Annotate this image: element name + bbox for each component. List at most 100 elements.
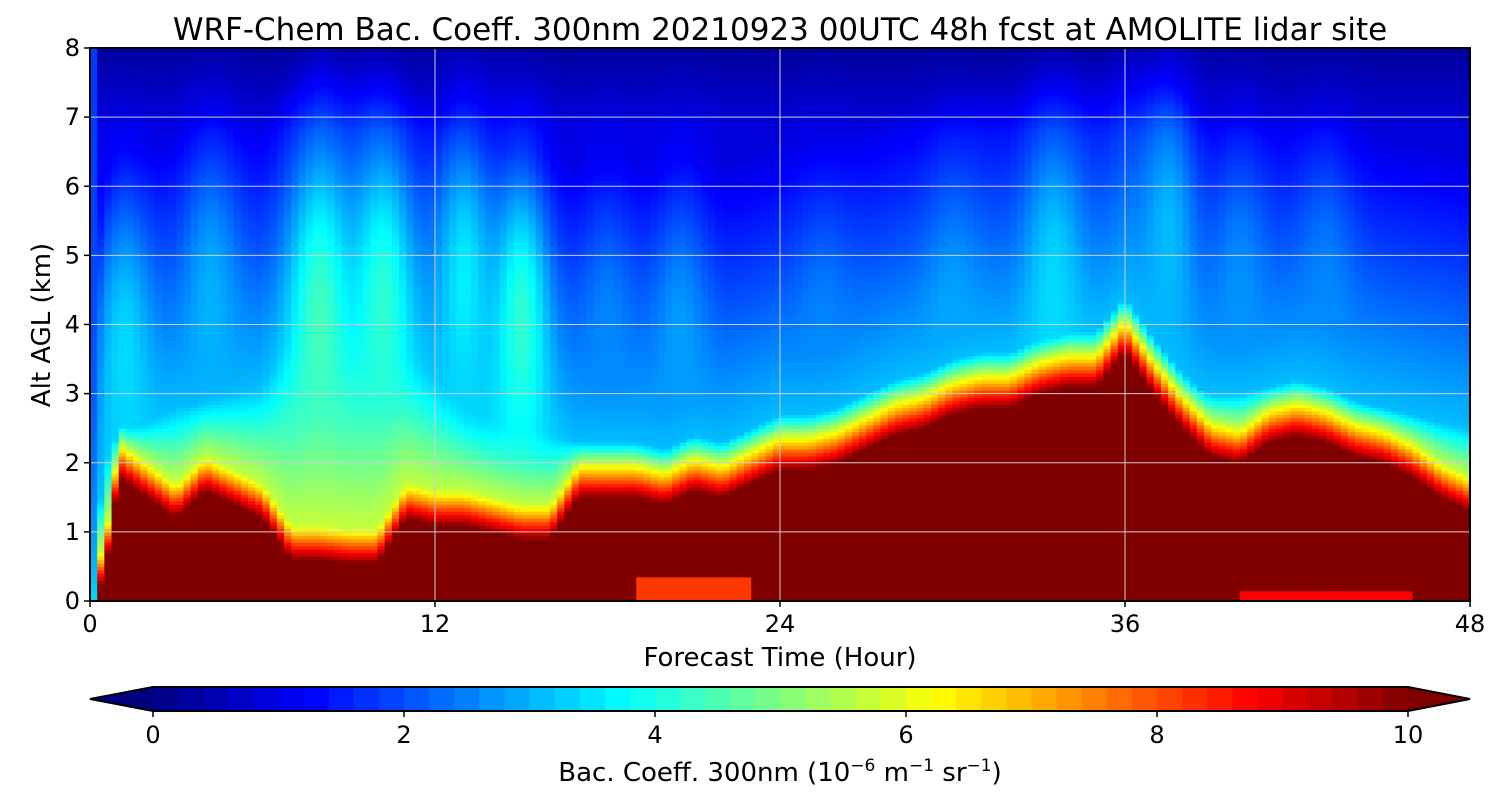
- heatmap-cell: [133, 532, 141, 536]
- heatmap-cell: [104, 228, 112, 232]
- heatmap-cell: [119, 172, 127, 176]
- heatmap-cell: [126, 179, 134, 183]
- heatmap-cell: [104, 307, 112, 311]
- heatmap-cell: [97, 584, 105, 588]
- heatmap-cell: [133, 62, 141, 66]
- heatmap-cell: [126, 58, 134, 62]
- heatmap-cell: [119, 539, 127, 543]
- heatmap-cell: [140, 190, 148, 194]
- heatmap-cell: [126, 363, 134, 367]
- heatmap-cell: [112, 556, 120, 560]
- heatmap-cell: [140, 577, 148, 581]
- heatmap-cell: [126, 300, 134, 304]
- heatmap-cell: [119, 494, 127, 498]
- heatmap-cell: [104, 411, 112, 415]
- heatmap-cell: [112, 325, 120, 329]
- heatmap-cell: [90, 566, 98, 570]
- heatmap-cell: [133, 269, 141, 273]
- heatmap-cell: [140, 407, 148, 411]
- heatmap-cell: [90, 186, 98, 190]
- heatmap-cell: [90, 594, 98, 598]
- heatmap-cell: [126, 473, 134, 477]
- heatmap-cell: [97, 242, 105, 246]
- heatmap-cell: [140, 297, 148, 301]
- heatmap-cell: [90, 103, 98, 107]
- heatmap-cell: [90, 197, 98, 201]
- heatmap-cell: [140, 345, 148, 349]
- heatmap-cell: [133, 79, 141, 83]
- heatmap-cell: [104, 311, 112, 315]
- heatmap-cell: [140, 418, 148, 422]
- heatmap-cell: [148, 86, 156, 90]
- heatmap-cell: [133, 255, 141, 259]
- heatmap-cell: [119, 214, 127, 218]
- heatmap-cell: [140, 197, 148, 201]
- heatmap-cell: [112, 584, 120, 588]
- heatmap-cell: [140, 117, 148, 121]
- heatmap-cell: [133, 235, 141, 239]
- heatmap-cell: [97, 573, 105, 577]
- heatmap-cell: [140, 242, 148, 246]
- heatmap-cell: [148, 456, 156, 460]
- heatmap-cell: [140, 214, 148, 218]
- heatmap-cell: [119, 186, 127, 190]
- heatmap-cell: [104, 338, 112, 342]
- heatmap-cell: [126, 186, 134, 190]
- heatmap-cell: [133, 273, 141, 277]
- heatmap-cell: [97, 283, 105, 287]
- heatmap-cell: [90, 318, 98, 322]
- heatmap-cell: [112, 511, 120, 515]
- heatmap-cell: [119, 518, 127, 522]
- heatmap-cell: [112, 228, 120, 232]
- heatmap-cell: [119, 501, 127, 505]
- heatmap-cell: [97, 577, 105, 581]
- heatmap-cell: [104, 124, 112, 128]
- heatmap-cell: [133, 522, 141, 526]
- heatmap-cell: [148, 418, 156, 422]
- heatmap-cell: [90, 69, 98, 73]
- heatmap-cell: [140, 383, 148, 387]
- heatmap-cell: [90, 463, 98, 467]
- heatmap-cell: [140, 522, 148, 526]
- heatmap-cell: [148, 300, 156, 304]
- heatmap-cell: [97, 58, 105, 62]
- heatmap-cell: [140, 373, 148, 377]
- heatmap-cell: [90, 217, 98, 221]
- heatmap-cell: [148, 318, 156, 322]
- heatmap-cell: [119, 380, 127, 384]
- heatmap-cell: [119, 566, 127, 570]
- heatmap-cell: [140, 311, 148, 315]
- heatmap-cell: [126, 518, 134, 522]
- heatmap-cell: [90, 338, 98, 342]
- heatmap-cell: [119, 466, 127, 470]
- heatmap-cell: [104, 508, 112, 512]
- heatmap-cell: [133, 217, 141, 221]
- heatmap-cell: [126, 407, 134, 411]
- heatmap-cell: [97, 325, 105, 329]
- heatmap-cell: [119, 511, 127, 515]
- heatmap-cell: [90, 401, 98, 405]
- heatmap-cell: [133, 463, 141, 467]
- heatmap-cell: [104, 117, 112, 121]
- heatmap-cell: [112, 373, 120, 377]
- heatmap-cell: [126, 79, 134, 83]
- heatmap-cell: [90, 214, 98, 218]
- heatmap-cell: [148, 490, 156, 494]
- heatmap-cell: [119, 69, 127, 73]
- heatmap-cell: [97, 508, 105, 512]
- heatmap-cell: [126, 214, 134, 218]
- heatmap-cell: [140, 380, 148, 384]
- heatmap-cell: [140, 69, 148, 73]
- heatmap-cell: [90, 172, 98, 176]
- heatmap-cell: [119, 217, 127, 221]
- heatmap-cell: [97, 373, 105, 377]
- heatmap-cell: [112, 86, 120, 90]
- heatmap-cell: [126, 169, 134, 173]
- heatmap-cell: [104, 452, 112, 456]
- heatmap-cell: [112, 273, 120, 277]
- heatmap-cell: [148, 407, 156, 411]
- heatmap-cell: [148, 179, 156, 183]
- heatmap-cell: [104, 290, 112, 294]
- heatmap-cell: [90, 179, 98, 183]
- heatmap-cell: [90, 556, 98, 560]
